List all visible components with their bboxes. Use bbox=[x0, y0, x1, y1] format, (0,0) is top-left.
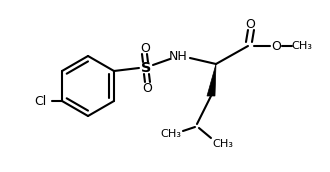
Text: CH₃: CH₃ bbox=[160, 129, 182, 139]
Text: CH₃: CH₃ bbox=[213, 139, 234, 149]
Text: NH: NH bbox=[169, 50, 187, 62]
Text: O: O bbox=[142, 82, 152, 94]
Text: CH₃: CH₃ bbox=[291, 41, 313, 51]
Polygon shape bbox=[207, 64, 216, 96]
Text: O: O bbox=[245, 18, 255, 30]
Text: O: O bbox=[271, 40, 281, 52]
Text: Cl: Cl bbox=[34, 94, 46, 108]
Text: S: S bbox=[141, 61, 151, 75]
Text: O: O bbox=[140, 41, 150, 55]
